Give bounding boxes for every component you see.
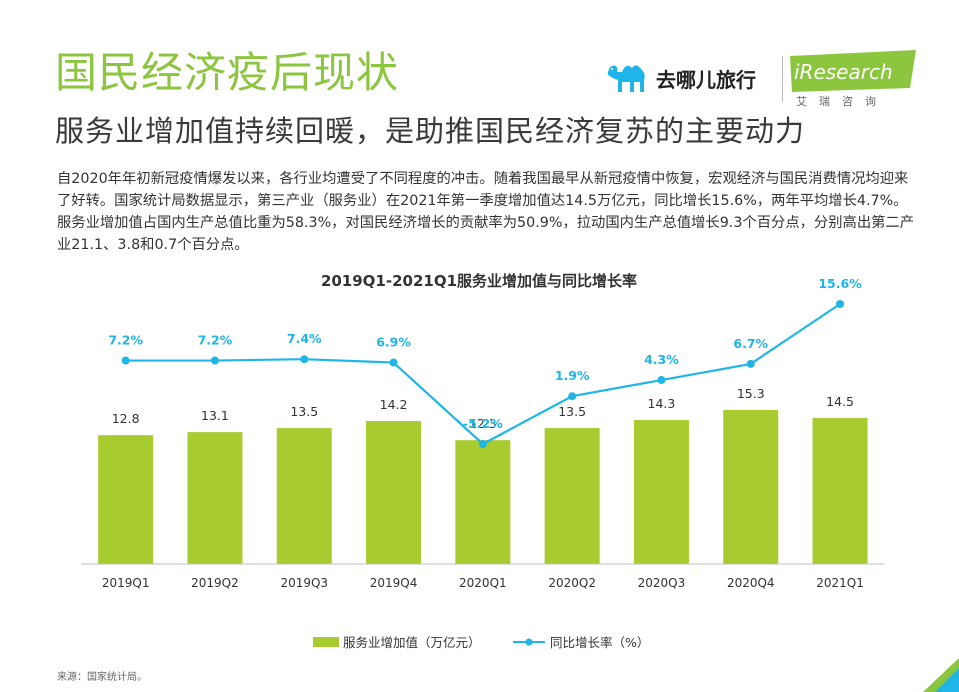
bar-value-label: 12.3: [469, 416, 497, 431]
bar: [544, 428, 600, 564]
intro-paragraph: 自2020年年初新冠疫情爆发以来，各行业均遭受了不同程度的冲击。随着我国最早从新…: [57, 171, 915, 253]
bar-value-label: 14.3: [648, 396, 676, 411]
page-subtitle: 服务业增加值持续回暖，是助推国民经济复苏的主要动力: [55, 114, 806, 148]
growth-rate-label: 7.2%: [108, 333, 143, 348]
legend-bar-label: 服务业增加值（万亿元）: [343, 635, 481, 650]
logo-divider: [782, 56, 783, 102]
growth-rate-point: [657, 376, 666, 385]
bar: [455, 440, 511, 564]
bar: [276, 428, 332, 564]
growth-rate-label: 7.4%: [287, 331, 322, 346]
x-tick-label: 2019Q4: [370, 576, 418, 590]
bar-value-label: 15.3: [737, 386, 765, 401]
growth-rate-point: [478, 440, 487, 448]
growth-rate-label: 6.7%: [733, 336, 768, 351]
bar-line-chart: 2019Q1-2021Q1服务业增加值与同比增长率 12.8 2019Q1 13.1 2…: [81, 272, 885, 650]
bar: [633, 420, 689, 564]
chart-container: 2019Q1-2021Q1服务业增加值与同比增长率 12.8 2019Q1 13.1 2…: [0, 262, 959, 652]
iresearch-logo-text: iResearch: [794, 60, 893, 84]
qunar-logo: 去哪儿旅行: [604, 58, 756, 98]
legend-line-marker: [525, 638, 533, 646]
x-tick-label: 2019Q1: [102, 576, 150, 590]
growth-rate-point: [746, 359, 755, 368]
growth-rate-label: 6.9%: [376, 335, 411, 350]
growth-rate-point: [389, 358, 398, 367]
page-title: 国民经济疫后现状: [55, 48, 400, 97]
growth-rate-point: [300, 355, 309, 364]
growth-rate-label: -5.2%: [463, 416, 503, 431]
bar: [98, 435, 154, 564]
x-tick-label: 2021Q1: [816, 576, 864, 590]
growth-rate-label: 7.2%: [198, 333, 233, 348]
corner-decoration: [923, 658, 959, 692]
bar-value-label: 14.5: [826, 394, 854, 409]
growth-rate-label: 1.9%: [555, 368, 590, 383]
x-tick-label: 2020Q3: [638, 576, 686, 590]
legend-line-label: 同比增长率（%）: [550, 635, 649, 650]
growth-rate-point: [836, 300, 845, 308]
iresearch-logo-cn: 艾瑞咨询: [796, 95, 888, 108]
bar-value-label: 14.2: [380, 397, 408, 412]
qunar-logo-text: 去哪儿旅行: [656, 67, 756, 92]
bar-value-label: 13.1: [201, 408, 229, 423]
growth-rate-point: [568, 392, 577, 401]
camel-icon: [607, 65, 645, 92]
bar: [812, 418, 868, 564]
legend-bar-swatch: [313, 637, 339, 647]
bar-value-label: 12.8: [112, 411, 140, 426]
bar-value-label: 13.5: [558, 404, 586, 419]
growth-rate-label: 15.6%: [818, 276, 862, 291]
chart-title: 2019Q1-2021Q1服务业增加值与同比增长率: [321, 272, 637, 290]
bar-value-label: 13.5: [290, 404, 318, 419]
source-note: 来源：国家统计局。: [57, 672, 147, 683]
iresearch-logo: iResearch 艾瑞咨询: [790, 50, 920, 110]
growth-rate-point: [121, 356, 130, 365]
x-tick-label: 2020Q1: [459, 576, 507, 590]
bar: [187, 432, 243, 564]
iresearch-badge-icon: [790, 50, 916, 92]
growth-rate-point: [210, 356, 219, 365]
bar: [366, 421, 422, 564]
x-tick-label: 2019Q3: [280, 576, 328, 590]
x-tick-label: 2020Q4: [727, 576, 775, 590]
bar: [723, 409, 779, 564]
x-tick-label: 2019Q2: [191, 576, 239, 590]
growth-rate-label: 4.3%: [644, 352, 679, 367]
x-tick-label: 2020Q2: [548, 576, 596, 590]
